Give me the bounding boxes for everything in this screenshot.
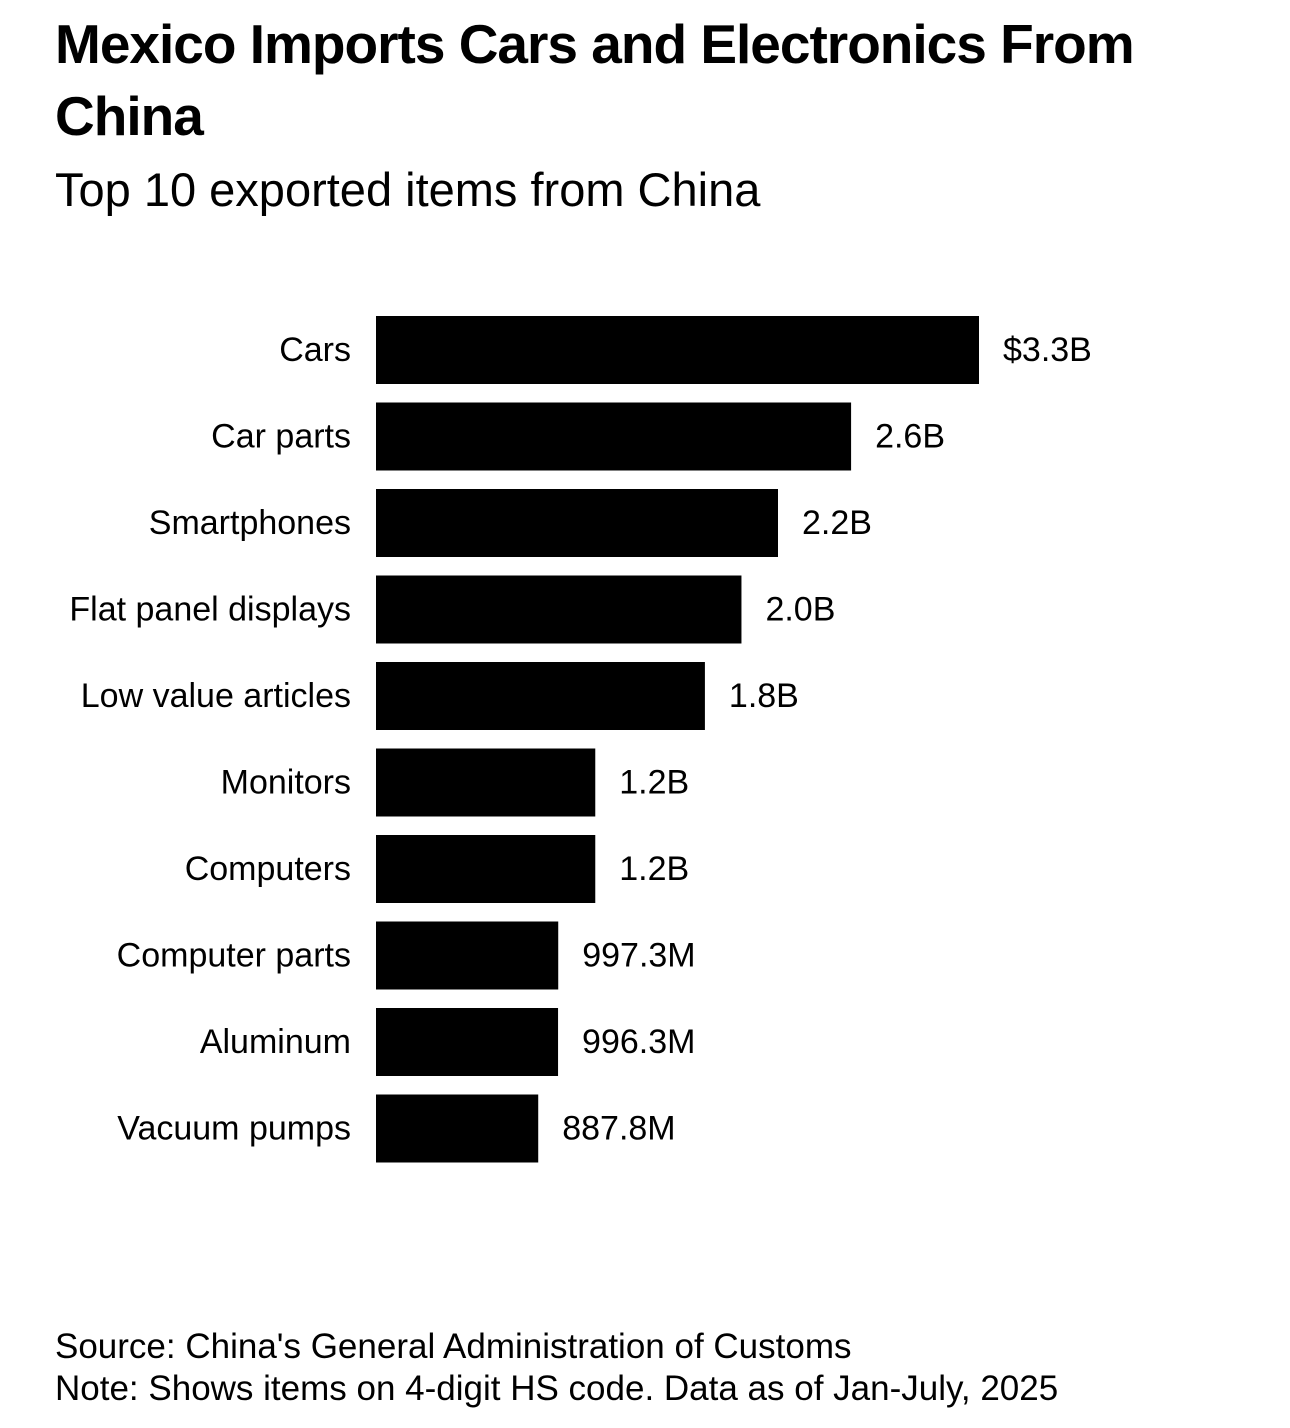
source-note: Source: China's General Administration o… <box>55 1327 852 1366</box>
category-label: Smartphones <box>149 504 351 542</box>
bar <box>376 402 852 471</box>
value-label: 887.8M <box>562 1109 675 1147</box>
value-label: 2.2B <box>802 504 872 542</box>
bar <box>376 835 596 903</box>
category-label: Computer parts <box>117 936 351 974</box>
category-label: Vacuum pumps <box>117 1109 351 1147</box>
value-label: $3.3B <box>1003 331 1092 369</box>
value-label: 1.2B <box>619 763 689 801</box>
value-label: 997.3M <box>582 936 695 974</box>
value-label: 1.2B <box>619 850 689 888</box>
category-label: Flat panel displays <box>69 590 351 628</box>
category-label: Low value articles <box>81 677 351 715</box>
chart: Cars $3.3B Car parts 2.6B Smartphones 2.2B Fla… <box>69 316 1092 1163</box>
bar <box>376 1008 559 1076</box>
bar <box>376 1094 539 1163</box>
bar <box>376 575 742 644</box>
footnote: Note: Shows items on 4-digit HS code. Da… <box>55 1369 1059 1408</box>
chart-title: Mexico Imports Cars and Electronics From… <box>55 13 1135 147</box>
value-label: 2.0B <box>765 590 835 628</box>
bar <box>376 662 705 730</box>
category-label: Monitors <box>221 763 351 801</box>
category-label: Aluminum <box>200 1023 351 1061</box>
value-label: 996.3M <box>582 1023 695 1061</box>
value-label: 1.8B <box>729 677 799 715</box>
bar <box>376 921 559 990</box>
bar <box>376 489 778 557</box>
bar <box>376 316 979 384</box>
category-label: Car parts <box>211 417 351 455</box>
chart-subtitle: Top 10 exported items from China <box>55 163 761 216</box>
value-label: 2.6B <box>875 417 945 455</box>
category-label: Computers <box>185 850 351 888</box>
bar <box>376 748 596 817</box>
category-label: Cars <box>279 331 351 369</box>
